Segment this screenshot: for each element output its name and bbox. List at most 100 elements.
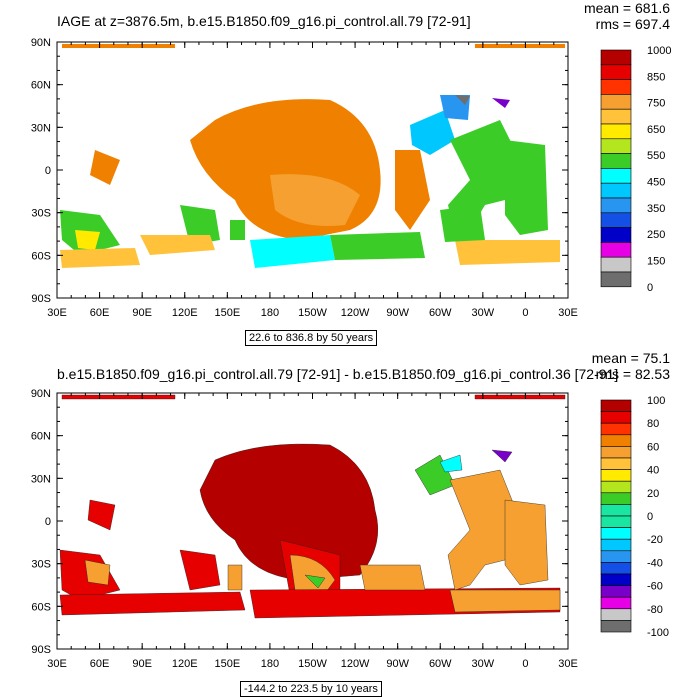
colorbar-label: 1000 bbox=[647, 45, 671, 57]
lon-label: 90E bbox=[132, 307, 152, 319]
colorbar-label: 20 bbox=[647, 488, 659, 500]
lon-label: 150W bbox=[298, 307, 327, 319]
colorbar-label: 550 bbox=[647, 150, 665, 162]
lon-label: 90W bbox=[386, 658, 409, 670]
ocean-field-11 bbox=[227, 564, 243, 591]
colorbar-swatch bbox=[600, 469, 632, 482]
lon-label: 0 bbox=[522, 658, 528, 670]
colorbar-swatch bbox=[600, 585, 632, 598]
colorbar-swatch bbox=[600, 620, 632, 633]
lat-label: 30S bbox=[31, 559, 51, 571]
panel2-range-label: -144.2 to 223.5 by 10 years bbox=[240, 681, 382, 697]
lon-label: 60E bbox=[90, 658, 110, 670]
ocean-field-12 bbox=[359, 564, 426, 591]
ocean-field-16 bbox=[505, 140, 548, 235]
colorbar-swatch bbox=[600, 515, 632, 528]
lon-label: 150E bbox=[214, 658, 240, 670]
lon-label: 120E bbox=[172, 307, 198, 319]
ocean-field-3 bbox=[90, 150, 120, 185]
panel1-range-label: 22.6 to 836.8 by 50 years bbox=[245, 330, 378, 346]
lon-label: 150E bbox=[214, 307, 240, 319]
colorbar-label: 60 bbox=[647, 441, 659, 453]
ocean-field-20 bbox=[455, 95, 470, 105]
colorbar-label: 250 bbox=[647, 229, 665, 241]
lon-label: 0 bbox=[522, 307, 528, 319]
lon-label: 30E bbox=[558, 307, 578, 319]
ocean-field-15 bbox=[504, 499, 549, 586]
ocean-field-14 bbox=[447, 469, 521, 591]
ocean-field-13 bbox=[410, 110, 455, 155]
colorbar-label: -100 bbox=[647, 627, 669, 639]
lon-label: 60W bbox=[429, 658, 452, 670]
ocean-field-7 bbox=[84, 559, 111, 586]
colorbar-swatch bbox=[600, 446, 632, 459]
colorbar-swatch bbox=[600, 538, 632, 552]
lon-label: 90E bbox=[132, 658, 152, 670]
colorbar-swatch bbox=[600, 573, 632, 586]
colorbar-swatch bbox=[600, 527, 632, 540]
colorbar-label: 0 bbox=[647, 282, 653, 294]
ocean-field-18 bbox=[440, 205, 485, 242]
ocean-field-4 bbox=[304, 574, 326, 589]
panel2-stats: mean = 75.1 rms = 82.53 bbox=[592, 350, 670, 382]
colorbar-label: 80 bbox=[647, 418, 659, 430]
lat-label: 0 bbox=[45, 516, 51, 528]
colorbar-swatch bbox=[600, 608, 632, 621]
lon-label: 30W bbox=[472, 307, 495, 319]
ocean-field-21 bbox=[62, 44, 175, 48]
lon-label: 60W bbox=[429, 307, 452, 319]
lon-label: 30W bbox=[472, 658, 495, 670]
ocean-field-14 bbox=[448, 120, 520, 235]
lon-label: 180 bbox=[261, 658, 279, 670]
colorbar-swatch bbox=[600, 271, 632, 288]
colorbar-label: -40 bbox=[647, 557, 663, 569]
ocean-field-12 bbox=[230, 220, 245, 240]
lat-label: 60N bbox=[31, 80, 51, 92]
panel1-title: IAGE at z=3876.5m, b.e15.B1850.f09_g16.p… bbox=[57, 13, 471, 29]
colorbar-swatch bbox=[600, 411, 632, 424]
ocean-field-19 bbox=[492, 98, 510, 108]
ocean-field-8 bbox=[60, 248, 140, 268]
lon-label: 30E bbox=[47, 307, 67, 319]
lat-label: 90N bbox=[31, 388, 51, 400]
colorbar-label: -20 bbox=[647, 534, 663, 546]
colorbar-label: 150 bbox=[647, 255, 665, 267]
colorbar-swatch bbox=[600, 492, 632, 505]
colorbar-swatch bbox=[600, 562, 632, 575]
lon-label: 150W bbox=[298, 658, 327, 670]
lat-label: 90N bbox=[31, 37, 51, 49]
lat-label: 60S bbox=[31, 601, 51, 613]
colorbar-swatch bbox=[600, 399, 632, 412]
colorbar-label: 750 bbox=[647, 98, 665, 110]
ocean-field-2 bbox=[270, 174, 360, 226]
colorbar-label: -80 bbox=[647, 604, 663, 616]
panel1-mean: mean = 681.6 bbox=[583, 0, 670, 16]
lon-label: 180 bbox=[261, 307, 279, 319]
ocean-field-18 bbox=[61, 394, 176, 400]
colorbar-swatch bbox=[600, 504, 632, 517]
colorbar-label: 350 bbox=[647, 203, 665, 215]
lat-label: 30S bbox=[31, 208, 51, 220]
ocean-field-4 bbox=[395, 150, 430, 230]
colorbar-swatch bbox=[600, 550, 632, 563]
ocean-field-19 bbox=[474, 394, 566, 400]
ocean-field-17 bbox=[491, 449, 513, 463]
lon-label: 120W bbox=[341, 307, 370, 319]
colorbar-swatch bbox=[600, 434, 632, 447]
lat-label: 30N bbox=[31, 473, 51, 485]
ocean-field-17 bbox=[455, 240, 560, 265]
colorbar-swatch bbox=[600, 422, 632, 436]
colorbar-label: -60 bbox=[647, 581, 663, 593]
panel1-rms: rms = 697.4 bbox=[595, 16, 670, 32]
panel1-stats: mean = 681.6 rms = 697.4 bbox=[584, 0, 670, 32]
lat-label: 30N bbox=[31, 122, 51, 134]
colorbar-label: 850 bbox=[647, 71, 665, 83]
lat-label: 90S bbox=[31, 644, 51, 656]
colorbar-label: 40 bbox=[647, 465, 659, 477]
ocean-field-11 bbox=[330, 232, 425, 260]
lat-label: 60N bbox=[31, 431, 51, 443]
colorbar-swatch bbox=[600, 480, 632, 494]
lon-label: 120E bbox=[172, 658, 198, 670]
